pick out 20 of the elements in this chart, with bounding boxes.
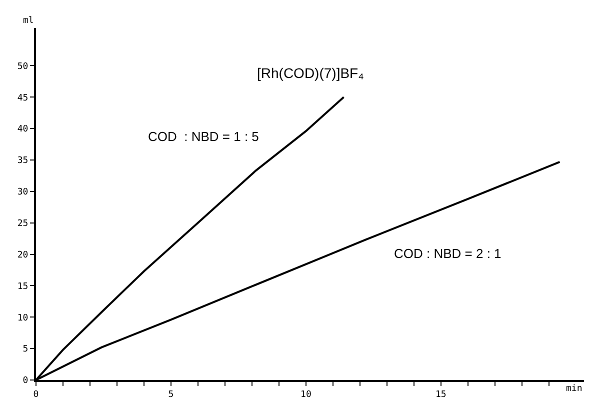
series-label: COD : NBD = 2 : 1 [394,246,502,261]
y-tick-label: 15 [17,282,28,292]
y-tick-label: 40 [17,124,28,135]
y-tick-label: 35 [17,156,28,166]
y-tick-label: 0 [22,376,28,386]
y-tick-label: 50 [17,62,28,72]
x-tick-label: 0 [33,390,39,400]
x-tick-label: 5 [168,390,174,400]
y-tick-label: 30 [17,188,28,198]
series-label: COD : NBD = 1 : 5 [148,129,259,144]
y-tick-label: 20 [17,250,28,260]
y-axis-title: ml [23,16,34,26]
text: [Rh(COD)(7)]BF₄ [257,65,364,81]
y-tick-label: 5 [22,344,28,355]
x-tick-label: 15 [436,390,446,400]
y-tick-label: 45 [17,93,28,104]
x-axis-title: min [566,384,582,394]
y-tick-label: 25 [17,219,28,230]
x-tick-label: 10 [300,390,312,400]
y-tick-label: 10 [17,313,28,324]
